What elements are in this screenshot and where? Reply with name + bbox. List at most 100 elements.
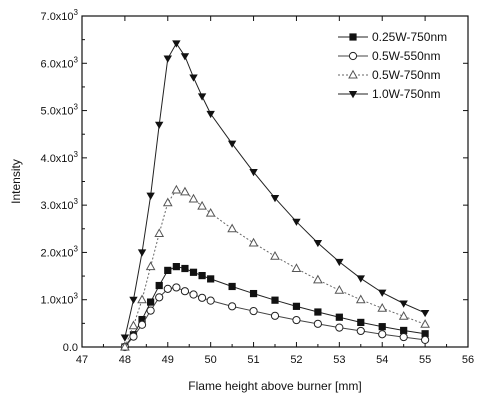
y-tick-label: 0.0	[63, 342, 78, 354]
data-point	[313, 274, 323, 284]
data-point	[180, 186, 190, 196]
x-tick-label: 54	[376, 354, 388, 366]
legend-marker	[348, 91, 358, 99]
data-point	[188, 193, 199, 203]
data-point	[145, 261, 156, 271]
series-3	[120, 184, 430, 351]
legend-label: 1.0W-750nm	[372, 87, 440, 101]
x-tick-label: 55	[419, 354, 431, 366]
data-point	[335, 313, 343, 321]
legend-item: 0.25W-750nm	[338, 30, 447, 44]
data-point	[228, 282, 236, 291]
legend: 0.25W-750nm 0.5W-550nm 0.5W-750nm 1.0W-750n…	[338, 30, 447, 101]
x-tick-label: 51	[247, 354, 259, 366]
data-point	[137, 320, 147, 329]
y-tick-label: 7.0x103	[41, 8, 79, 23]
data-point	[206, 110, 215, 119]
data-point	[420, 319, 430, 328]
data-point	[378, 323, 386, 331]
data-point	[155, 121, 164, 129]
data-point	[400, 326, 408, 335]
x-tick-label: 56	[462, 354, 474, 366]
data-point	[292, 302, 301, 310]
series-4	[120, 40, 430, 342]
data-point	[249, 169, 258, 177]
data-point	[138, 315, 146, 324]
legend-marker	[348, 51, 358, 61]
data-point	[399, 332, 408, 342]
y-tick-label: 5.0x103	[41, 103, 79, 118]
data-point	[357, 318, 365, 327]
data-point	[356, 326, 365, 336]
data-point	[180, 287, 190, 296]
x-tick-label: 49	[162, 354, 174, 366]
data-point	[189, 74, 198, 82]
data-point	[180, 53, 190, 61]
y-tick-label: 6.0x103	[41, 55, 79, 70]
data-point	[248, 237, 259, 247]
data-point	[206, 296, 215, 305]
data-point	[227, 140, 237, 148]
data-point	[378, 330, 387, 339]
data-point	[172, 283, 181, 292]
data-point	[270, 195, 280, 203]
data-point	[314, 308, 322, 316]
data-point	[335, 323, 344, 332]
legend-label: 0.5W-750nm	[372, 68, 440, 82]
x-tick-label: 53	[333, 354, 345, 366]
y-tick-label: 1.0x103	[41, 292, 79, 307]
data-point	[270, 250, 280, 260]
data-point	[335, 258, 344, 267]
data-point	[420, 309, 430, 318]
data-point	[291, 263, 302, 273]
data-point	[171, 184, 182, 194]
data-point	[155, 281, 163, 290]
data-point	[197, 293, 207, 302]
y-tick-label: 4.0x103	[41, 150, 79, 165]
legend-marker	[348, 69, 358, 79]
data-point	[197, 200, 207, 210]
x-tick-label: 47	[76, 354, 88, 366]
data-point	[334, 285, 345, 294]
data-point	[421, 330, 429, 338]
data-point	[249, 289, 258, 298]
data-point	[154, 228, 165, 238]
x-axis: 47 48 49 50 51 52 53 54 55 56	[76, 16, 474, 366]
legend-item: 0.5W-550nm	[338, 49, 440, 63]
legend-item: 0.5W-750nm	[338, 68, 440, 82]
data-point	[292, 218, 301, 226]
data-point	[189, 290, 198, 299]
data-point	[197, 93, 207, 101]
data-point	[205, 207, 216, 217]
data-point	[377, 302, 388, 312]
x-tick-label: 52	[290, 354, 302, 366]
x-tick-label: 48	[119, 354, 131, 366]
data-point	[172, 40, 181, 48]
data-point	[137, 294, 147, 304]
data-point	[313, 319, 322, 328]
data-point	[189, 268, 198, 276]
y-axis: 0.0 1.0x103 2.0x103 3.0x103 4.0x103 5.0x103 6.…	[41, 8, 468, 354]
data-point	[129, 296, 138, 304]
data-point	[146, 306, 155, 315]
data-point	[355, 294, 366, 304]
legend-label: 0.5W-550nm	[372, 49, 440, 63]
data-point	[120, 341, 130, 351]
data-point	[227, 223, 237, 233]
data-point	[228, 302, 237, 311]
data-point	[249, 306, 258, 316]
legend-label: 0.25W-750nm	[372, 30, 447, 44]
data-point	[162, 197, 173, 207]
data-point	[129, 332, 138, 341]
data-point	[313, 239, 323, 248]
data-point	[147, 298, 155, 306]
data-point	[163, 55, 172, 63]
data-point	[270, 311, 280, 320]
data-point	[421, 335, 430, 345]
series-1	[121, 263, 429, 351]
data-point	[146, 192, 155, 200]
data-point	[155, 293, 164, 302]
data-point	[271, 296, 279, 304]
data-point	[207, 275, 215, 283]
